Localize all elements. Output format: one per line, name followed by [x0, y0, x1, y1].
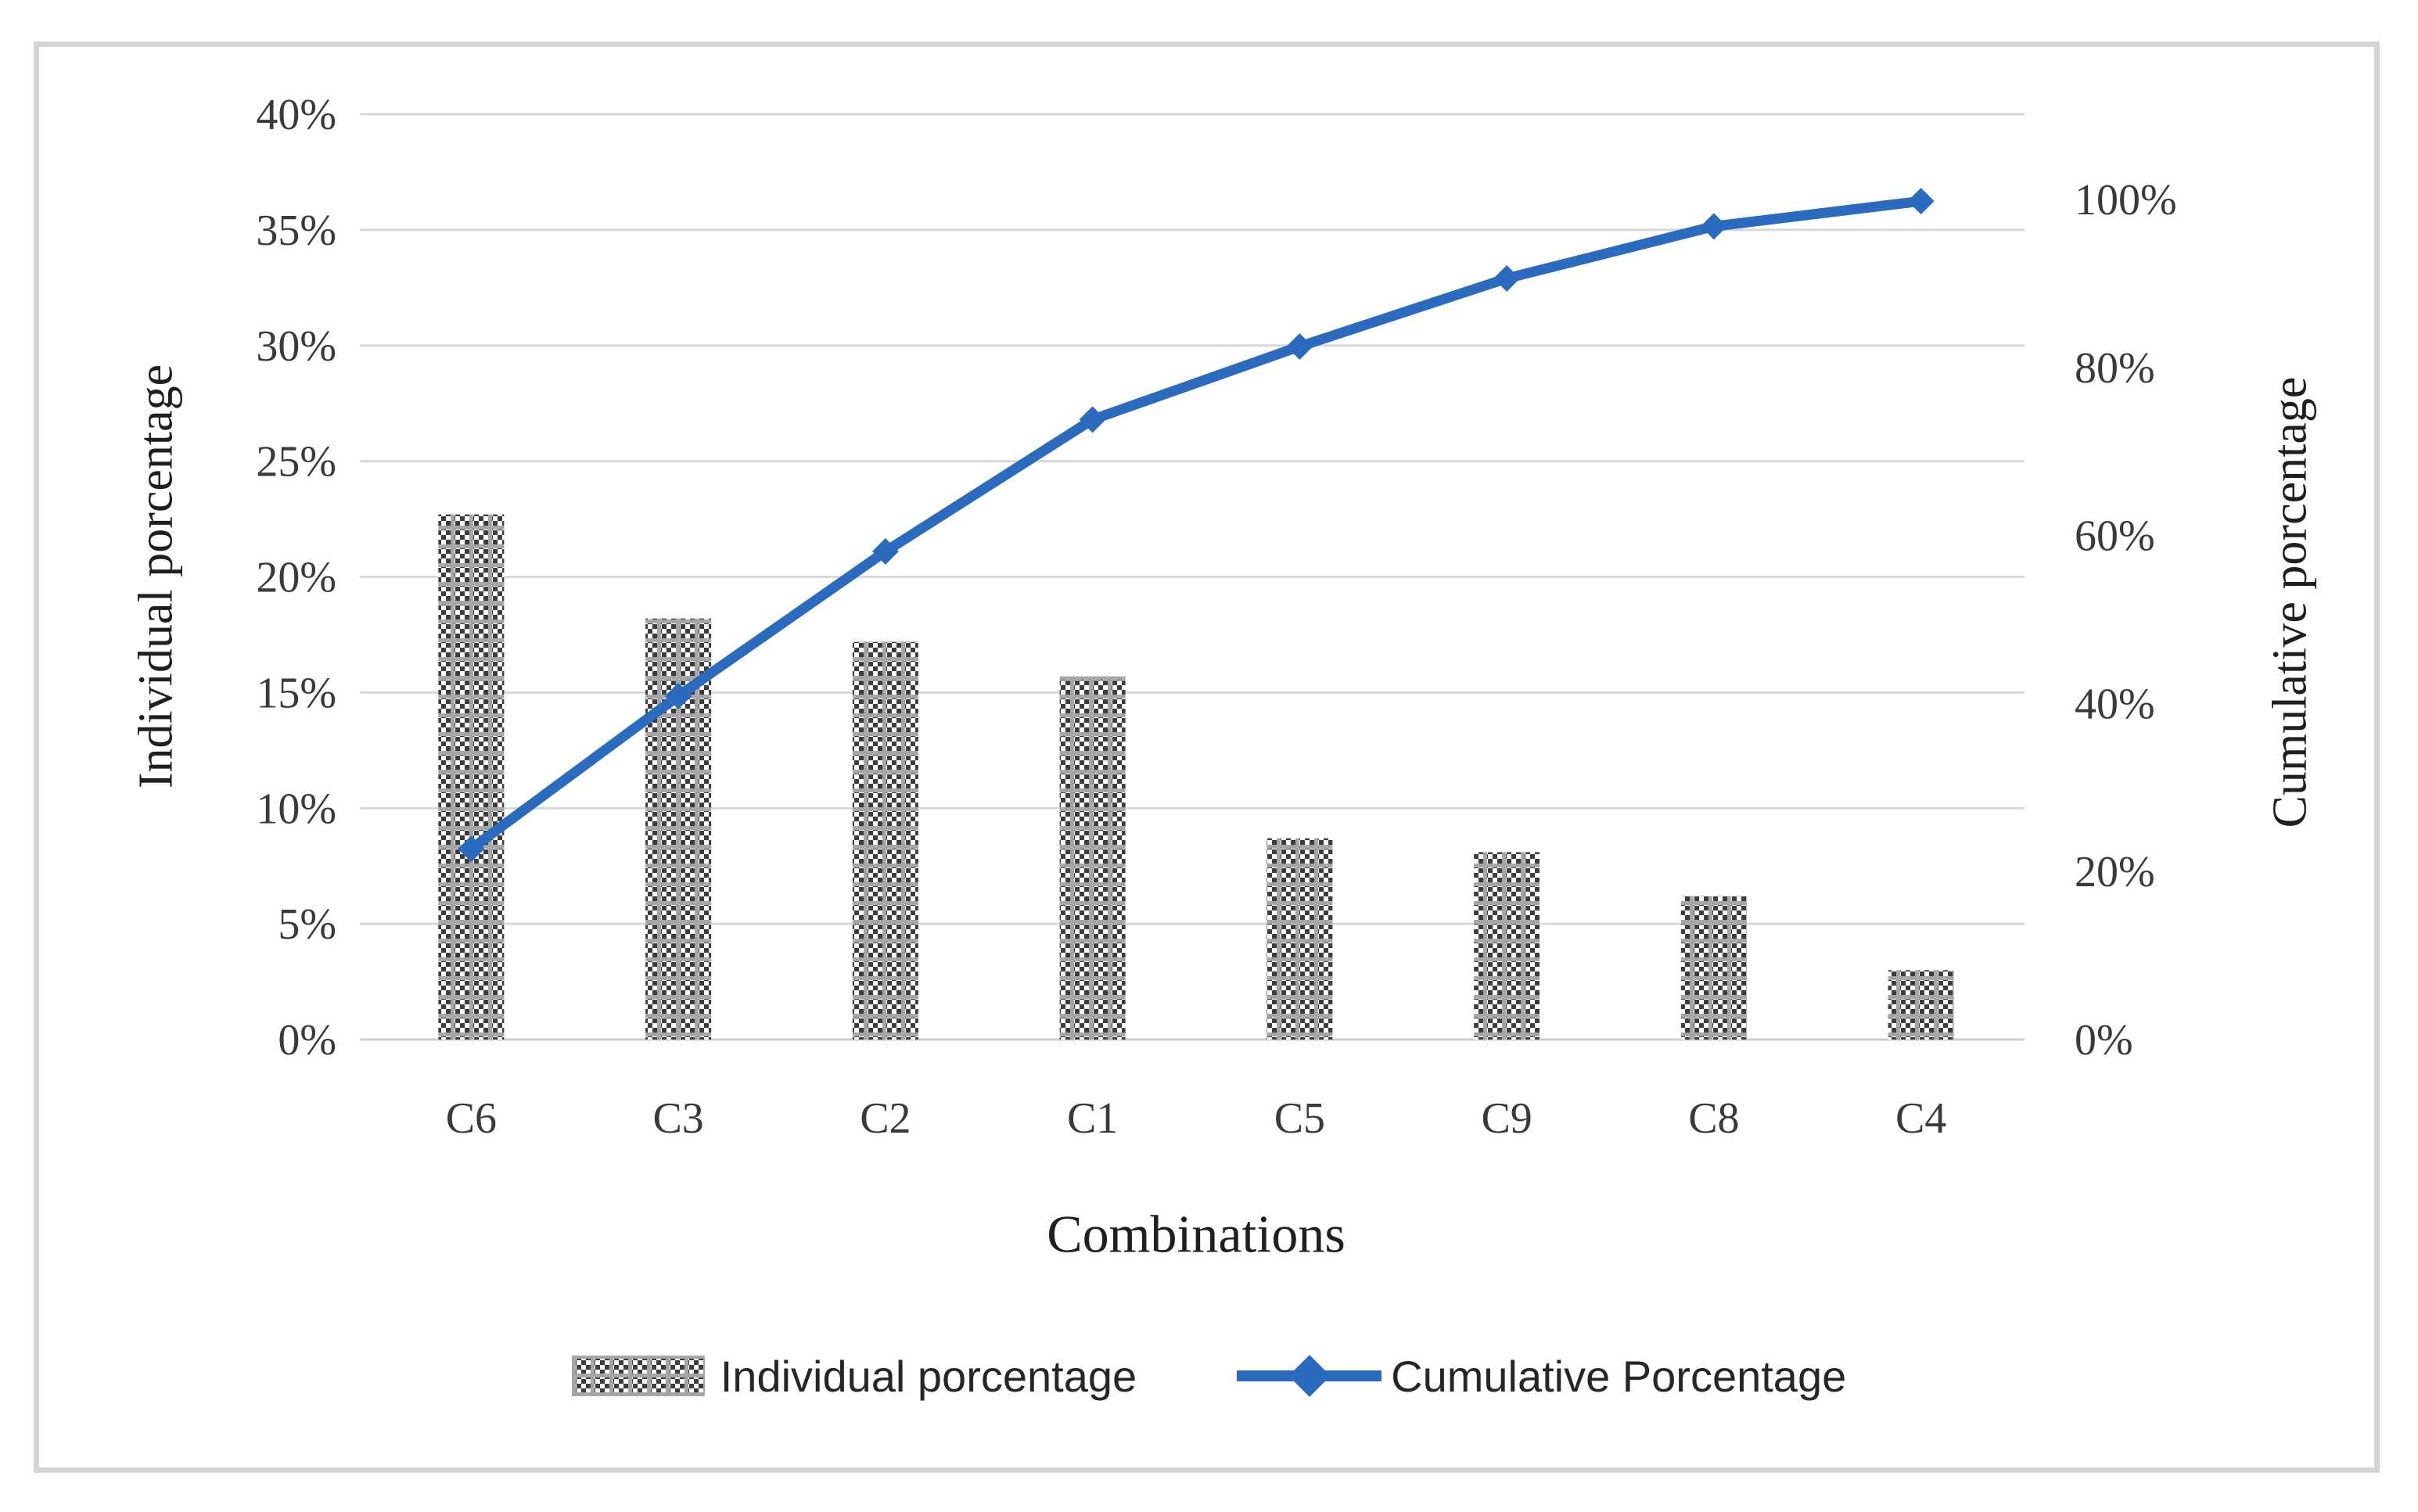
cumulative-point-marker: [1493, 264, 1521, 292]
y-left-tick-label: 10%: [256, 785, 336, 833]
bar-individual-porcentage: [1266, 838, 1333, 1040]
y-axis-title-left: Individual porcentage: [129, 364, 183, 789]
bar-individual-porcentage: [438, 514, 505, 1040]
y-left-tick-label: 25%: [256, 438, 336, 487]
y-left-tick-label: 30%: [256, 322, 336, 371]
cumulative-point-marker: [1079, 406, 1106, 433]
cumulative-point-marker: [1907, 188, 1935, 215]
cumulative-line: [465, 196, 1927, 854]
y-axis-title-right: Cumulative porcentage: [2263, 376, 2317, 828]
y-left-tick-label: 40%: [256, 91, 336, 139]
x-category-label: C6: [446, 1094, 497, 1143]
cumulative-point-marker: [458, 835, 485, 863]
cumulative-point-marker: [665, 682, 692, 709]
x-category-label: C3: [652, 1094, 703, 1143]
y-right-tick-label: 0%: [2075, 1016, 2133, 1065]
x-category-label: C9: [1481, 1094, 1532, 1143]
legend-diamond-marker: [1288, 1355, 1331, 1397]
x-category-label: C2: [860, 1094, 911, 1143]
y-left-tick-label: 15%: [256, 669, 336, 717]
y-right-tick-label: 20%: [2075, 848, 2155, 896]
line-diamond-swatch: [1237, 1354, 1382, 1398]
x-axis-title: Combinations: [1047, 1204, 1346, 1264]
legend-label-cumulative: Cumulative Porcentage: [1391, 1351, 1847, 1401]
legend-item-cumulative: Cumulative Porcentage: [1237, 1351, 1846, 1402]
bar-individual-porcentage: [1680, 896, 1747, 1040]
y-left-tick-label: 0%: [278, 1016, 336, 1065]
x-category-label: C5: [1274, 1094, 1325, 1143]
cumulative-point-marker: [1286, 332, 1313, 360]
x-category-label: C1: [1067, 1094, 1118, 1143]
chart-outer-border: [34, 41, 2380, 1473]
y-left-tick-label: 35%: [256, 207, 336, 255]
bar-individual-porcentage: [1888, 970, 1954, 1040]
bar-individual-porcentage: [1474, 852, 1540, 1040]
y-right-tick-label: 100%: [2075, 176, 2177, 224]
bar-individual-porcentage: [852, 641, 918, 1040]
cumulative-point-marker: [871, 538, 899, 566]
x-category-label: C8: [1688, 1094, 1739, 1143]
y-right-tick-label: 60%: [2075, 512, 2155, 561]
bar-individual-porcentage: [1059, 676, 1126, 1040]
cumulative-point-marker: [1700, 213, 1727, 240]
legend-label-individual: Individual porcentage: [720, 1351, 1137, 1401]
y-left-tick-label: 20%: [256, 554, 336, 602]
checker-pattern-swatch: [571, 1356, 705, 1396]
y-right-tick-label: 40%: [2075, 680, 2155, 728]
legend-item-individual: Individual porcentage: [571, 1351, 1137, 1402]
x-category-label: C4: [1895, 1094, 1946, 1143]
y-right-tick-label: 80%: [2075, 344, 2155, 393]
legend: Individual porcentage Cumulative Porcent…: [0, 1349, 2418, 1403]
y-left-tick-label: 5%: [278, 900, 336, 949]
